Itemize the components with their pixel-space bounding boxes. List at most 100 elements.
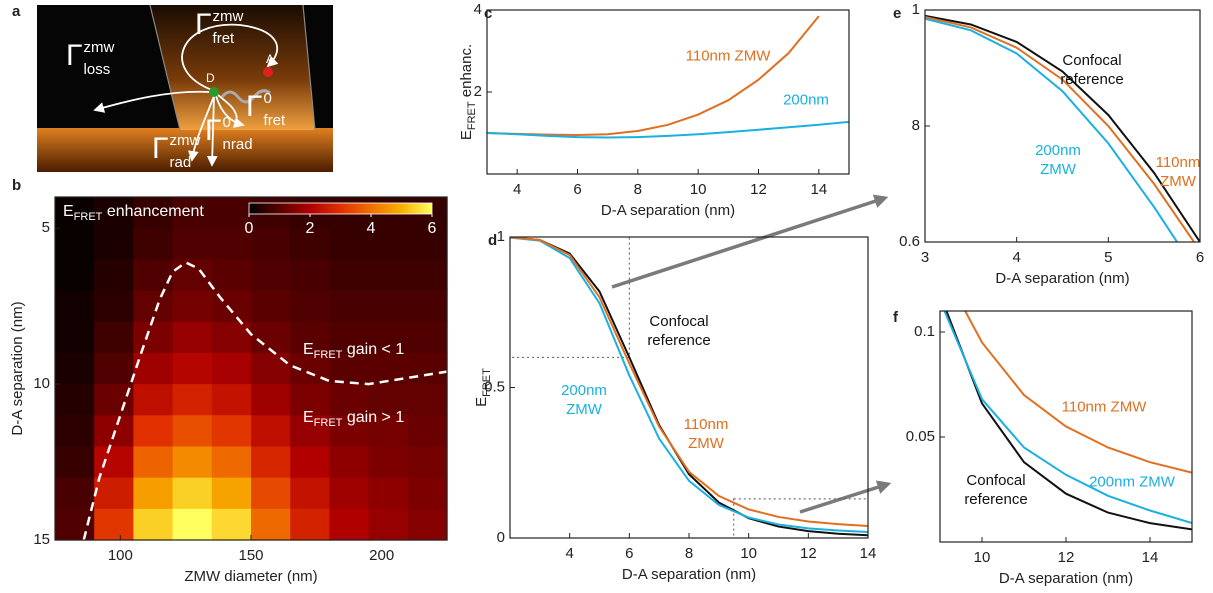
heatmap-cell (211, 321, 252, 354)
x-tick-label: 8 (685, 545, 693, 562)
y-axis-title-main: E (473, 397, 490, 407)
x-tick-label: 12 (800, 545, 817, 562)
heatmap-cell (368, 259, 409, 292)
heatmap-cell (290, 321, 330, 354)
heatmap-cell (368, 384, 409, 416)
y-tick-label: 8 (912, 117, 920, 134)
heatmap-cell (211, 384, 252, 416)
x-axis-title: D-A separation (nm) (622, 566, 756, 583)
series-line (925, 14, 1200, 242)
substrate (37, 128, 333, 172)
colorbar-title-rest: enhancement (102, 203, 204, 220)
y-tick-label: 2 (474, 83, 482, 100)
heatmap-cell (133, 384, 174, 416)
zoom-arrow (611, 194, 889, 289)
panel-label: e (893, 5, 901, 22)
heatmap-cell (407, 415, 448, 448)
heatmap-cell (407, 228, 448, 260)
series-label: 200nm ZMW (561, 382, 607, 418)
heatmap-cell (172, 415, 213, 448)
x-tick-label: 4 (513, 181, 521, 198)
heatmap-cell (94, 259, 134, 292)
y-axis-title: EFRET (473, 368, 493, 407)
series-label: Confocal reference (964, 472, 1028, 508)
heatmap-cell (251, 446, 291, 479)
heatmap-cell (407, 477, 448, 510)
series-line (510, 237, 868, 527)
colorbar-title-sub: FRET (74, 211, 103, 223)
plot-frame (924, 9, 1201, 243)
heatmap-cell (368, 415, 409, 448)
series-line (945, 311, 1192, 531)
heatmap-cell (329, 384, 370, 416)
heatmap-cell (55, 259, 95, 292)
heatmap-cell (55, 197, 95, 229)
heatmap-cell (172, 321, 213, 354)
x-tick-label: 6 (625, 545, 633, 562)
heatmap-cell (94, 384, 134, 416)
schematic-symbol: Γ (205, 114, 222, 147)
heatmap-cell (251, 321, 291, 354)
heatmap-cell (368, 228, 409, 260)
series-label: 110nm ZMW (1155, 154, 1201, 190)
x-tick-label: 4 (565, 545, 573, 562)
schematic-sup: zmw (84, 39, 115, 56)
y-tick-label: 4 (474, 1, 482, 18)
arrow (187, 95, 215, 162)
heatmap-cell (172, 259, 213, 292)
colorbar-title: EFRET enhancement (63, 203, 204, 223)
heatmap-cell (251, 415, 291, 448)
heatmap-cell (290, 508, 330, 541)
colorbar-tick-label: 6 (428, 220, 437, 237)
x-tick-label: 3 (921, 249, 929, 266)
heatmap-cell (94, 352, 134, 385)
y-tick-label: 0.1 (914, 323, 935, 340)
heatmap-cell (133, 477, 174, 510)
schematic-label: A (266, 52, 274, 66)
heatmap-cell (55, 415, 95, 448)
schematic-symbol: Γ (195, 8, 212, 41)
heatmap-cell (133, 321, 174, 354)
annotation: EFRET gain < 1 (303, 341, 404, 361)
colorbar-tick-label: 0 (245, 220, 254, 237)
schematic-symbol: Γ (152, 132, 169, 165)
heatmap-cell (172, 228, 213, 260)
panel-label: a (12, 3, 21, 20)
heatmap-cell (133, 508, 174, 541)
y-tick-label: 5 (42, 219, 50, 236)
heatmap-cell (329, 477, 370, 510)
schematic-symbol: Γ (66, 39, 83, 72)
heatmap-cell (211, 415, 252, 448)
colorbar-tick-label: 2 (306, 220, 315, 237)
heatmap-cell (290, 228, 330, 260)
heatmap-cell (407, 259, 448, 292)
series-line (964, 311, 1192, 474)
heatmap-cell (172, 508, 213, 541)
x-tick-label: 8 (634, 181, 642, 198)
y-tick-label: 15 (33, 531, 50, 548)
heatmap-cell (133, 415, 174, 448)
x-tick-label: 12 (1058, 549, 1075, 566)
arrow (93, 90, 211, 113)
x-tick-label: 100 (108, 547, 133, 564)
heatmap-cell (368, 477, 409, 510)
heatmap-cell (251, 384, 291, 416)
heatmap-cell (368, 321, 409, 354)
series-line (925, 15, 1196, 242)
heatmap-cell (251, 477, 291, 510)
x-tick-label: 14 (860, 545, 877, 562)
heatmap-cell (94, 508, 134, 541)
schematic-sup: zmw (213, 8, 244, 25)
heatmap-cell (172, 446, 213, 479)
y-tick-label: 1 (497, 228, 505, 245)
schematic-sub: fret (213, 30, 236, 47)
heatmap-cell (329, 508, 370, 541)
heatmap-cell (407, 384, 448, 416)
x-tick-label: 5 (1104, 249, 1112, 266)
panel-label: c (484, 5, 492, 22)
acceptor (263, 67, 273, 77)
x-tick-label: 6 (1196, 249, 1204, 266)
schematic-sub: fret (264, 112, 287, 129)
y-tick-label: 1 (912, 1, 920, 18)
heatmap-cell (55, 446, 95, 479)
